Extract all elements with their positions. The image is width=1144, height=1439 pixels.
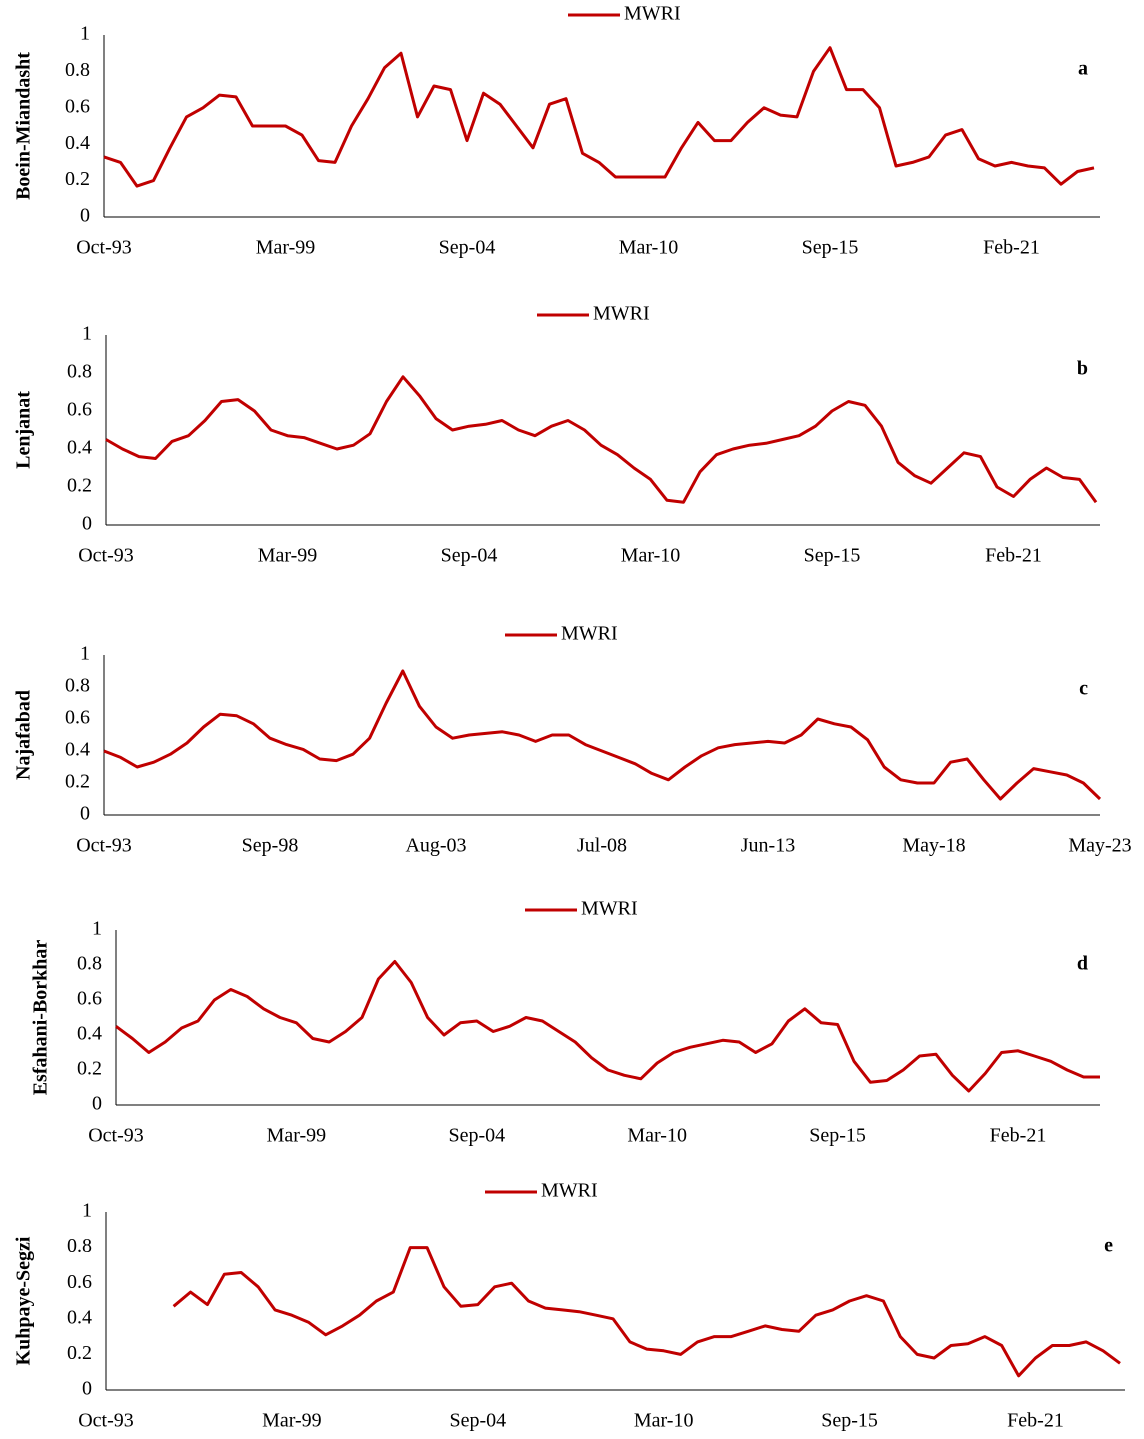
y-tick-label: 0	[92, 1093, 102, 1115]
legend-label: MWRI	[541, 1180, 598, 1202]
panel-label: d	[1077, 953, 1088, 975]
x-tick-label: Oct-93	[76, 237, 132, 259]
x-tick-label: Sep-15	[821, 1410, 878, 1432]
y-tick-label: 0	[82, 513, 92, 535]
x-tick-label: Sep-04	[448, 1125, 505, 1147]
x-tick-label: Sep-04	[449, 1410, 506, 1432]
x-tick-label: May-23	[1068, 835, 1131, 857]
x-tick-label: Aug-03	[405, 835, 466, 857]
panel-label: a	[1078, 58, 1088, 80]
y-tick-label: 1	[82, 323, 92, 345]
y-tick-label: 0	[80, 205, 90, 227]
x-tick-label: Mar-10	[627, 1125, 687, 1147]
y-tick-label: 0.6	[65, 95, 90, 117]
x-tick-label: Oct-93	[76, 835, 132, 857]
y-tick-label: 0.4	[67, 1306, 92, 1328]
y-tick-label: 0.8	[77, 953, 102, 975]
y-tick-label: 0.4	[65, 132, 90, 154]
legend-label: MWRI	[581, 898, 638, 920]
panel-label: b	[1077, 358, 1088, 380]
x-tick-label: Sep-04	[439, 237, 496, 259]
x-tick-label: Mar-99	[258, 545, 318, 567]
data-line	[103, 46, 1095, 188]
x-tick-label: Mar-10	[619, 237, 679, 259]
x-tick-label: Oct-93	[78, 545, 134, 567]
y-tick-label: 0.8	[67, 361, 92, 383]
y-tick-label: 0.4	[77, 1023, 102, 1045]
y-tick-label: 0.8	[65, 675, 90, 697]
data-line	[105, 375, 1098, 504]
legend-label: MWRI	[593, 303, 650, 325]
y-tick-label: 1	[80, 23, 90, 45]
x-tick-label: Jun-13	[741, 835, 795, 857]
y-axis-label: Boein-Miandasht	[13, 52, 35, 200]
data-line	[103, 669, 1102, 801]
x-tick-label: Mar-10	[634, 1410, 694, 1432]
legend-label: MWRI	[624, 3, 681, 25]
x-tick-label: Sep-15	[809, 1125, 866, 1147]
y-tick-label: 0.2	[65, 771, 90, 793]
y-axis-label: Najafabad	[13, 690, 35, 780]
x-tick-label: Feb-21	[990, 1125, 1047, 1147]
y-axis-label: Kuhpaye-Segzi	[13, 1236, 35, 1365]
y-tick-label: 0.2	[65, 168, 90, 190]
y-tick-label: 0	[80, 803, 90, 825]
y-tick-label: 0.8	[65, 59, 90, 81]
y-tick-label: 0.8	[67, 1235, 92, 1257]
data-line	[172, 1246, 1121, 1378]
x-tick-label: Feb-21	[1007, 1410, 1064, 1432]
y-tick-label: 0.2	[77, 1058, 102, 1080]
y-tick-label: 0.6	[65, 707, 90, 729]
y-tick-label: 0.2	[67, 475, 92, 497]
x-tick-label: Feb-21	[983, 237, 1040, 259]
x-tick-label: Oct-93	[78, 1410, 134, 1432]
x-tick-label: Sep-15	[804, 545, 861, 567]
y-tick-label: 1	[80, 643, 90, 665]
panel-label: e	[1104, 1235, 1113, 1257]
y-tick-label: 0.2	[67, 1342, 92, 1364]
x-tick-label: May-18	[902, 835, 965, 857]
x-tick-label: Sep-98	[242, 835, 299, 857]
x-tick-label: Mar-99	[267, 1125, 327, 1147]
y-tick-label: 0.6	[77, 988, 102, 1010]
y-tick-label: 0.6	[67, 1271, 92, 1293]
y-tick-label: 1	[92, 918, 102, 940]
x-tick-label: Jul-08	[577, 835, 627, 857]
x-tick-label: Mar-10	[621, 545, 681, 567]
x-tick-label: Sep-04	[441, 545, 498, 567]
y-axis-label: Esfahani-Borkhar	[30, 940, 52, 1096]
y-axis-label: Lenjanat	[13, 391, 35, 469]
x-tick-label: Oct-93	[88, 1125, 144, 1147]
y-tick-label: 1	[82, 1200, 92, 1222]
x-tick-label: Mar-99	[256, 237, 316, 259]
x-tick-label: Sep-15	[802, 237, 859, 259]
y-tick-label: 0.4	[67, 437, 92, 459]
x-tick-label: Mar-99	[262, 1410, 322, 1432]
x-tick-label: Feb-21	[985, 545, 1042, 567]
legend-label: MWRI	[561, 623, 618, 645]
y-tick-label: 0.4	[65, 739, 90, 761]
panel-label: c	[1079, 678, 1088, 700]
y-tick-label: 0	[82, 1378, 92, 1400]
y-tick-label: 0.6	[67, 399, 92, 421]
data-line	[115, 960, 1100, 1093]
